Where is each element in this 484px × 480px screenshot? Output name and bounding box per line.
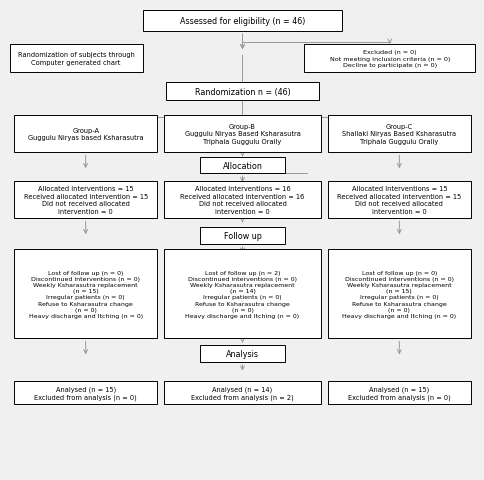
Text: Allocated Interventions = 15
Received allocated intervention = 15
Did not receiv: Allocated Interventions = 15 Received al… (336, 185, 460, 215)
Text: Analysis: Analysis (226, 349, 258, 359)
Text: Excluded (n = 0)
Not meeting inclusion criteria (n = 0)
Decline to participate (: Excluded (n = 0) Not meeting inclusion c… (329, 50, 449, 68)
Bar (15, 115, 157, 153)
Bar (164, 381, 320, 405)
Bar (199, 228, 285, 244)
Bar (10, 45, 142, 73)
Bar (199, 157, 285, 174)
Text: Group-A
Guggulu Niryas based Ksharasutra: Group-A Guggulu Niryas based Ksharasutra (28, 127, 143, 141)
Bar (199, 346, 285, 362)
Text: Analysed (n = 15)
Excluded from analysis (n = 0): Analysed (n = 15) Excluded from analysis… (347, 385, 450, 400)
Bar (327, 115, 469, 153)
Text: Allocated Interventions = 15
Received allocated intervention = 15
Did not receiv: Allocated Interventions = 15 Received al… (24, 185, 148, 215)
Text: Lost of follow up (n = 2)
Discontinued interventions (n = 0)
Weekly Ksharasutra : Lost of follow up (n = 2) Discontinued i… (185, 270, 299, 318)
Bar (142, 11, 342, 32)
Bar (303, 45, 474, 73)
Bar (15, 381, 157, 405)
Bar (164, 250, 320, 339)
Bar (327, 381, 469, 405)
Text: Lost of follow up (n = 0)
Discontinued interventions (n = 0)
Weekly Ksharasutra : Lost of follow up (n = 0) Discontinued i… (342, 270, 455, 318)
Bar (15, 181, 157, 219)
Text: Analysed (n = 15)
Excluded from analysis (n = 0): Analysed (n = 15) Excluded from analysis… (34, 385, 137, 400)
Text: Randomization n = (46): Randomization n = (46) (194, 87, 290, 96)
Text: Group-C
Shallaki Niryas Based Ksharasutra
Triphala Guggulu Orally: Group-C Shallaki Niryas Based Ksharasutr… (342, 123, 455, 145)
Text: Allocated Interventions = 16
Received allocated intervention = 16
Did not receiv: Allocated Interventions = 16 Received al… (180, 185, 304, 215)
Bar (166, 83, 318, 101)
Text: Allocation: Allocation (222, 161, 262, 170)
Text: Follow up: Follow up (223, 232, 261, 241)
Bar (164, 181, 320, 219)
Text: Randomization of subjects through
Computer generated chart: Randomization of subjects through Comput… (18, 52, 134, 66)
Text: Group-B
Guggulu Niryas Based Ksharasutra
Triphala Guggulu Orally: Group-B Guggulu Niryas Based Ksharasutra… (184, 123, 300, 145)
Bar (164, 115, 320, 153)
Bar (327, 181, 469, 219)
Bar (15, 250, 157, 339)
Bar (327, 250, 469, 339)
Text: Lost of follow up (n = 0)
Discontinued interventions (n = 0)
Weekly Ksharasutra : Lost of follow up (n = 0) Discontinued i… (29, 270, 142, 318)
Text: Assessed for eligibility (n = 46): Assessed for eligibility (n = 46) (180, 17, 304, 26)
Text: Analysed (n = 14)
Excluded from analysis (n = 2): Analysed (n = 14) Excluded from analysis… (191, 385, 293, 400)
